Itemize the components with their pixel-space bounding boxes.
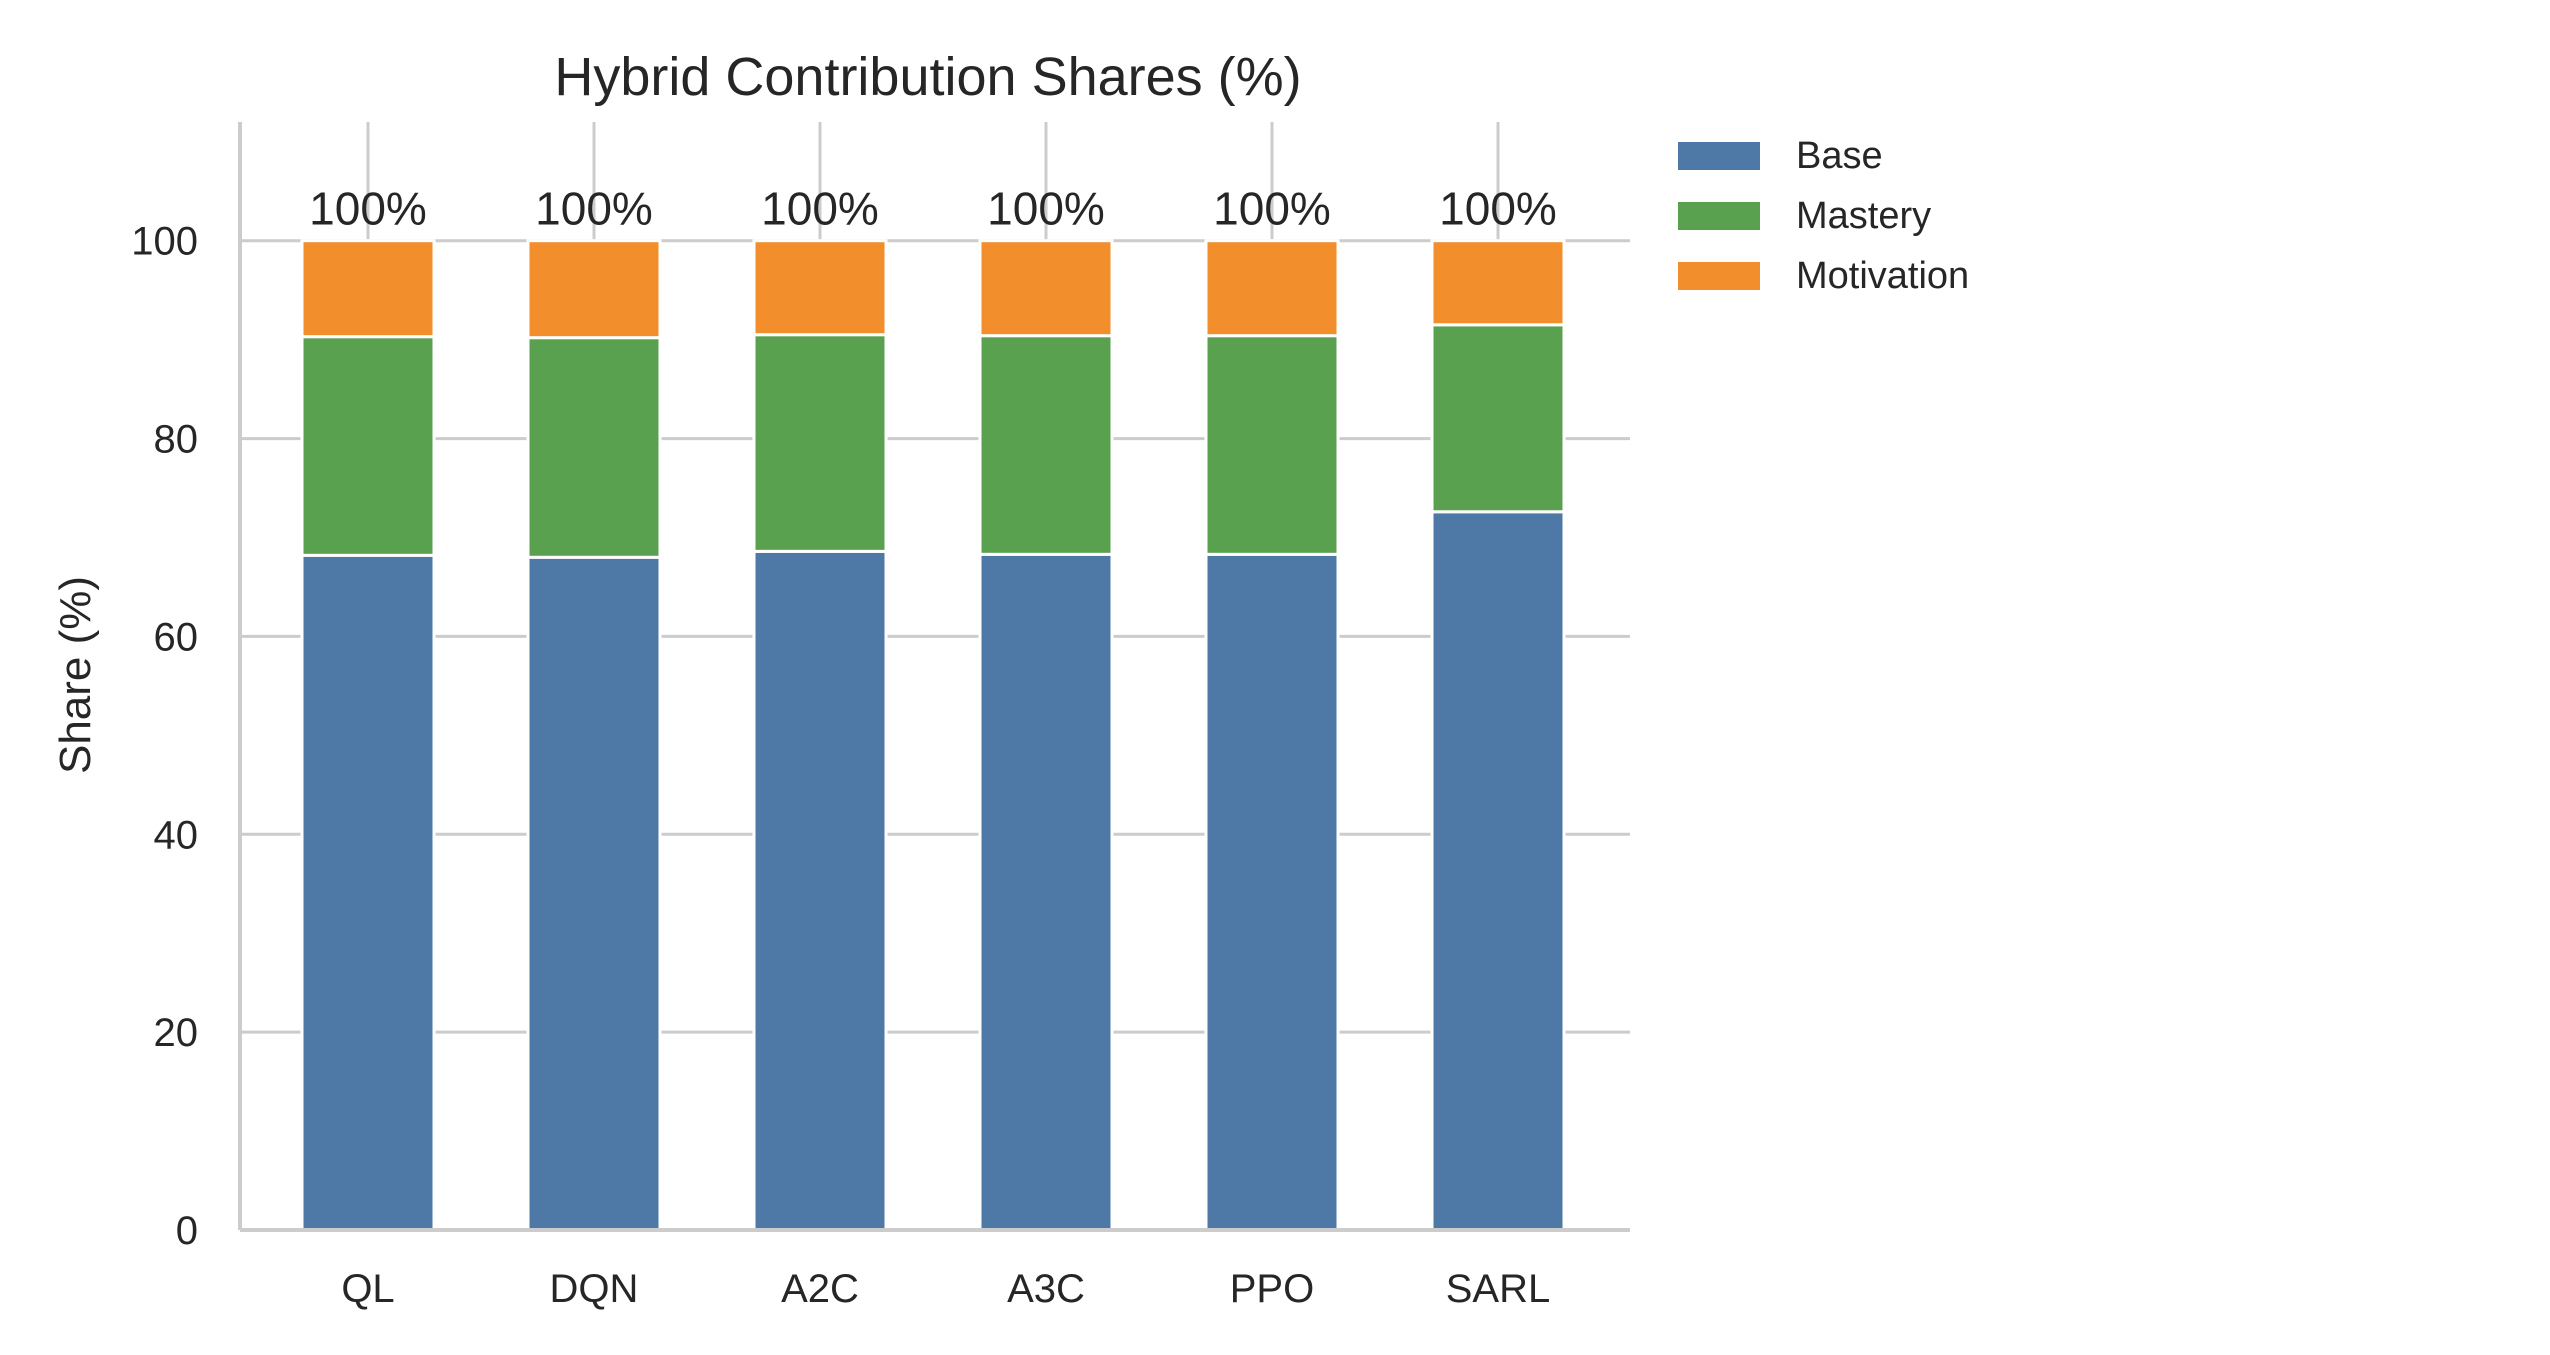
bar-segment-mastery (1204, 334, 1340, 556)
x-tick-label: A3C (1007, 1267, 1085, 1311)
y-tick-label: 0 (176, 1209, 198, 1253)
y-tick-label: 100 (131, 220, 198, 264)
y-tick-label: 20 (154, 1011, 199, 1055)
bar-segment-motivation (1430, 239, 1566, 327)
y-tick-label: 80 (154, 418, 199, 462)
y-tick-label: 40 (154, 813, 199, 857)
x-tick-label: PPO (1230, 1267, 1314, 1311)
bar-segment-base (1204, 552, 1340, 1232)
bar-segment-mastery (752, 333, 888, 553)
y-axis-label: Share (%) (51, 576, 100, 774)
chart-title: Hybrid Contribution Shares (%) (554, 47, 1301, 107)
x-tick-label: A2C (781, 1267, 859, 1311)
legend-label-base: Base (1796, 135, 1883, 177)
bar-segment-base (978, 552, 1114, 1232)
bar-segment-motivation (1204, 239, 1340, 338)
legend-swatch-base (1678, 142, 1760, 170)
bar-total-label: 100% (535, 183, 653, 235)
legend-swatch-motivation (1678, 262, 1760, 290)
bar-segment-base (526, 555, 662, 1232)
legend: Base Mastery Motivation (1678, 135, 1969, 297)
bar-segment-mastery (1430, 323, 1566, 514)
bar-segment-mastery (300, 335, 436, 557)
bar-total-label: 100% (1439, 183, 1557, 235)
x-tick-label: SARL (1446, 1267, 1551, 1311)
bar-segment-motivation (752, 239, 888, 337)
bar-total-label: 100% (1213, 183, 1331, 235)
axes-layer (238, 122, 1630, 1232)
x-tick-label: QL (341, 1267, 394, 1311)
labels-layer: 0 20 40 60 80 100 QL DQN A2C A3C PPO SARL 100% 100% 10… (131, 183, 1557, 1311)
legend-label-mastery: Mastery (1796, 195, 1931, 237)
x-tick-label: DQN (550, 1267, 639, 1311)
bar-total-label: 100% (309, 183, 427, 235)
legend-swatch-mastery (1678, 202, 1760, 230)
bar-segment-motivation (300, 239, 436, 339)
bars-layer (300, 239, 1566, 1232)
grid-layer (240, 122, 1630, 1232)
bar-segment-motivation (978, 239, 1114, 338)
bar-segment-base (300, 553, 436, 1232)
legend-label-motivation: Motivation (1796, 255, 1969, 297)
bar-segment-base (1430, 510, 1566, 1232)
bar-segment-base (752, 549, 888, 1232)
bar-total-label: 100% (987, 183, 1105, 235)
bar-segment-mastery (978, 334, 1114, 556)
bar-segment-motivation (526, 239, 662, 340)
bar-total-label: 100% (761, 183, 879, 235)
y-tick-label: 60 (154, 615, 199, 659)
bar-segment-mastery (526, 336, 662, 559)
